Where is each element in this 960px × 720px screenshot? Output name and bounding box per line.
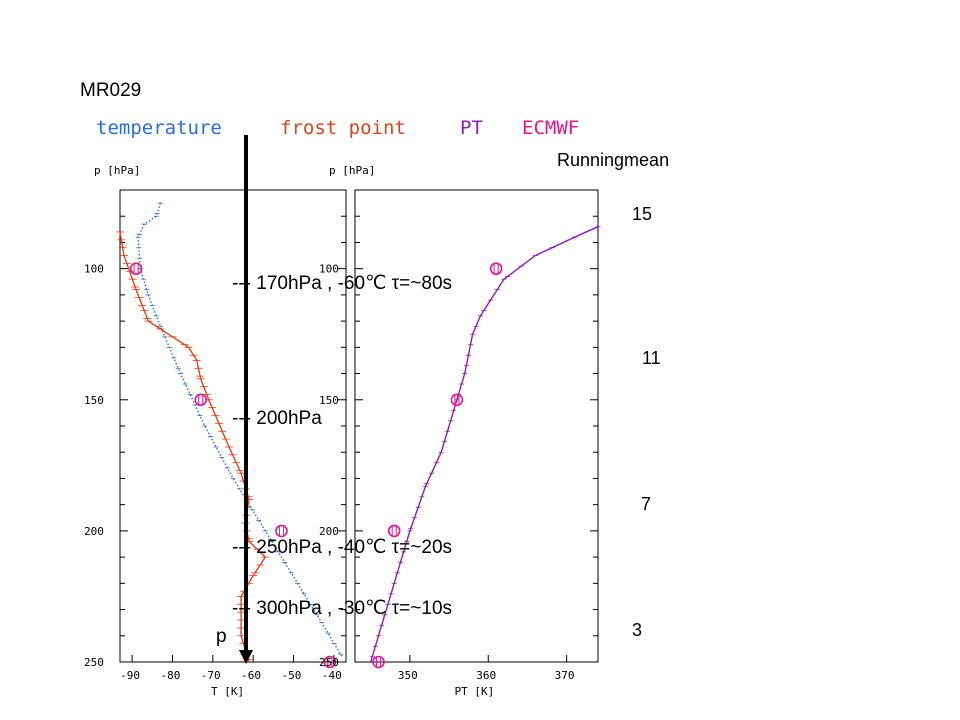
ecmwf-point: [129, 262, 143, 275]
y-axis-label: p [hPa]: [94, 164, 140, 177]
ecmwf-point: [489, 262, 503, 275]
x-tick-label: -80: [160, 669, 180, 682]
running-mean-value: 7: [641, 494, 652, 514]
legend-entry: ECMWF: [522, 117, 579, 139]
x-tick-label: -50: [282, 669, 302, 682]
slide-title: MR029: [80, 80, 142, 101]
legend-entry: frost point: [280, 117, 406, 139]
running-mean-title: Runningmean: [557, 150, 670, 170]
x-tick-label: -90: [120, 669, 140, 682]
y-tick-label: 200: [84, 525, 104, 538]
legend-entry: temperature: [96, 117, 222, 139]
series-line-temperature: [137, 202, 343, 658]
pressure-arrow: [239, 135, 253, 664]
series-line-pt: [370, 226, 599, 663]
ecmwf-point: [275, 524, 288, 538]
x-axis-label: T [K]: [211, 685, 244, 698]
y-tick-label: 150: [319, 394, 339, 407]
x-tick-label: 360: [476, 669, 496, 682]
ecmwf-point: [387, 524, 401, 538]
ecmwf-point: [194, 393, 208, 407]
y-tick-label: 250: [84, 656, 104, 669]
y-tick-label: 250: [319, 656, 339, 669]
x-axis-label: PT [K]: [455, 685, 495, 698]
legend: temperature frost point PT ECMWF: [96, 117, 579, 139]
running-mean-value: 15: [632, 204, 653, 224]
annotation-300hpa: --- 300hPa , -30℃ τ=~10s: [232, 598, 453, 619]
annotation-170hpa: --- 170hPa , -60℃ τ=~80s: [232, 273, 453, 294]
running-mean-value: 11: [642, 348, 661, 368]
x-tick-label: 370: [555, 669, 575, 682]
annotation-250hpa: --- 250hPa , -40℃ τ=~20s: [232, 537, 453, 558]
x-tick-label: -60: [241, 669, 261, 682]
x-tick-label: 350: [398, 669, 418, 682]
y-axis-label: p [hPa]: [329, 164, 375, 177]
ecmwf-point: [323, 655, 337, 669]
ecmwf-point: [372, 655, 385, 669]
y-tick-label: 200: [319, 525, 339, 538]
x-tick-label: -40: [322, 669, 342, 682]
x-tick-label: -70: [201, 669, 221, 682]
legend-entry: PT: [460, 117, 483, 139]
annotation-200hpa: --- 200hPa: [232, 408, 322, 429]
potential-temperature-panel: p [hPa] PT [K] 100 150 200 250 350 360 370: [319, 164, 601, 698]
ecmwf-point: [450, 393, 464, 407]
running-mean-value: 3: [632, 620, 643, 640]
temperature-panel: p [hPa] T [K] 100 150 200 250 -90 -80 -70 -60 -50 -…: [84, 164, 347, 698]
y-tick-label: 150: [84, 394, 104, 407]
y-tick-label: 100: [319, 263, 339, 276]
y-tick-label: 100: [84, 263, 104, 276]
pressure-arrow-label: p: [216, 626, 227, 647]
